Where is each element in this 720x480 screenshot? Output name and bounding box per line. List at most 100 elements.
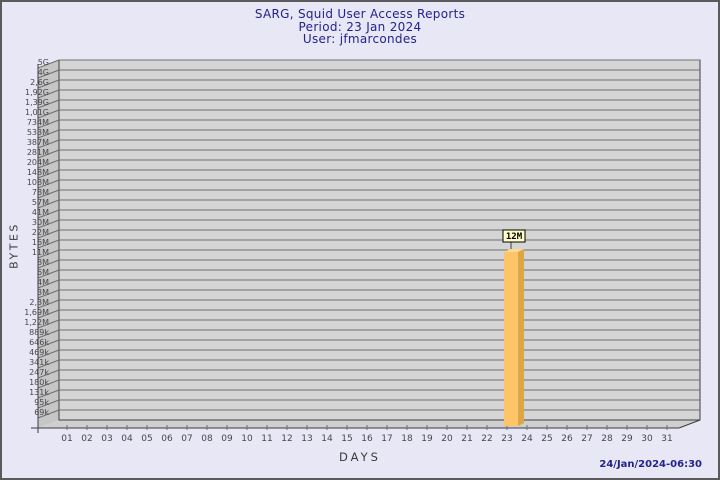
wall-tick	[37, 139, 60, 149]
wall-tick	[37, 99, 60, 109]
y-tick-label: 22M	[32, 228, 49, 237]
y-tick-label: 1,22M	[24, 318, 49, 327]
wall-tick	[37, 269, 60, 279]
wall-tick	[37, 299, 60, 309]
bar-top-day-23	[504, 249, 524, 252]
wall-tick	[37, 89, 60, 99]
y-tick-label: 1,69M	[24, 308, 49, 317]
chart-title: SARG, Squid User Access Reports	[254, 7, 466, 21]
wall-tick	[37, 169, 60, 179]
x-tick-label: 04	[121, 434, 133, 444]
x-axis-title: DAYS	[339, 450, 381, 464]
x-tick-label: 16	[361, 434, 373, 444]
wall-tick	[37, 209, 60, 219]
report-timestamp: 24/Jan/2024-06:30	[599, 459, 702, 470]
wall-tick	[37, 69, 60, 79]
bar-side-day-23	[518, 249, 524, 426]
chart-user: User: jfmarcondes	[302, 32, 418, 46]
x-tick-label: 05	[141, 434, 152, 444]
y-tick-label: 2,6G	[30, 78, 49, 87]
wall-tick	[37, 359, 60, 369]
wall-tick	[37, 79, 60, 89]
wall-tick	[37, 149, 60, 159]
x-tick-label: 18	[401, 434, 413, 444]
x-tick-label: 11	[261, 434, 272, 444]
wall-tick	[37, 199, 60, 209]
x-tick-label: 07	[181, 434, 192, 444]
wall-tick	[37, 409, 60, 419]
floor	[38, 420, 700, 428]
wall-tick	[37, 319, 60, 329]
bar-day-23	[504, 252, 518, 426]
y-tick-label: 131k	[29, 388, 49, 397]
x-tick-label: 12	[281, 434, 292, 444]
y-tick-label: 95k	[34, 398, 49, 407]
wall-tick	[37, 159, 60, 169]
y-tick-label: 2,3M	[29, 298, 49, 307]
y-tick-label: 341k	[29, 358, 49, 367]
x-tick-label: 10	[241, 434, 253, 444]
wall-tick	[37, 59, 60, 69]
x-tick-label: 27	[581, 434, 592, 444]
y-tick-label: 4G	[38, 68, 49, 77]
wall-tick	[37, 369, 60, 379]
y-tick-label: 6M	[37, 268, 49, 277]
wall-tick	[37, 389, 60, 399]
x-tick-label: 15	[341, 434, 352, 444]
x-tick-label: 02	[81, 434, 92, 444]
wall-tick	[37, 179, 60, 189]
bar-value-label: 12M	[506, 232, 523, 242]
bar-value-box	[502, 229, 526, 243]
wall-tick	[37, 329, 60, 339]
y-tick-label: 1,39G	[25, 98, 49, 107]
x-tick-label: 01	[61, 434, 72, 444]
wall-tick	[37, 129, 60, 139]
y-tick-label: 30M	[32, 218, 49, 227]
x-tick-label: 06	[161, 434, 173, 444]
y-tick-label: 180k	[29, 378, 49, 387]
x-tick-label: 28	[601, 434, 613, 444]
wall-tick	[37, 379, 60, 389]
chart-header: SARG, Squid User Access Reports Period: …	[12, 8, 708, 46]
y-tick-label: 469k	[29, 348, 49, 357]
y-tick-label: 16M	[32, 238, 49, 247]
x-tick-label: 19	[421, 434, 433, 444]
y-tick-label: 646k	[29, 338, 49, 347]
x-tick-label: 29	[621, 434, 633, 444]
wall-tick	[37, 119, 60, 129]
x-tick-label: 03	[101, 434, 112, 444]
x-tick-label: 31	[661, 434, 672, 444]
y-tick-label: 4M	[37, 278, 49, 287]
wall-tick	[37, 279, 60, 289]
wall-tick	[37, 249, 60, 259]
x-tick-label: 20	[441, 434, 453, 444]
x-tick-label: 13	[301, 434, 312, 444]
y-tick-label: 1,92G	[25, 88, 49, 97]
y-tick-label: 57M	[32, 198, 49, 207]
x-tick-label: 21	[461, 434, 472, 444]
x-tick-label: 25	[541, 434, 552, 444]
y-tick-label: 41M	[32, 208, 49, 217]
x-tick-label: 23	[501, 434, 512, 444]
x-tick-label: 17	[381, 434, 392, 444]
x-tick-label: 30	[641, 434, 653, 444]
y-tick-label: 247k	[29, 368, 49, 377]
y-tick-label: 1,01G	[25, 108, 49, 117]
y-tick-label: 889k	[29, 328, 49, 337]
wall-tick	[37, 109, 60, 119]
y-tick-label: 78M	[32, 188, 49, 197]
wall-tick	[37, 259, 60, 269]
x-tick-label: 24	[521, 434, 533, 444]
wall-tick	[37, 229, 60, 239]
y-tick-label: 5G	[38, 58, 49, 67]
y-tick-label: 3M	[37, 288, 49, 297]
wall-tick	[37, 339, 60, 349]
wall-tick	[37, 309, 60, 319]
floor-right-edge	[678, 419, 701, 429]
wall-tick	[37, 289, 60, 299]
y-tick-label: 8M	[37, 258, 49, 267]
x-tick-label: 14	[321, 434, 333, 444]
y-tick-label: 69k	[34, 408, 49, 417]
